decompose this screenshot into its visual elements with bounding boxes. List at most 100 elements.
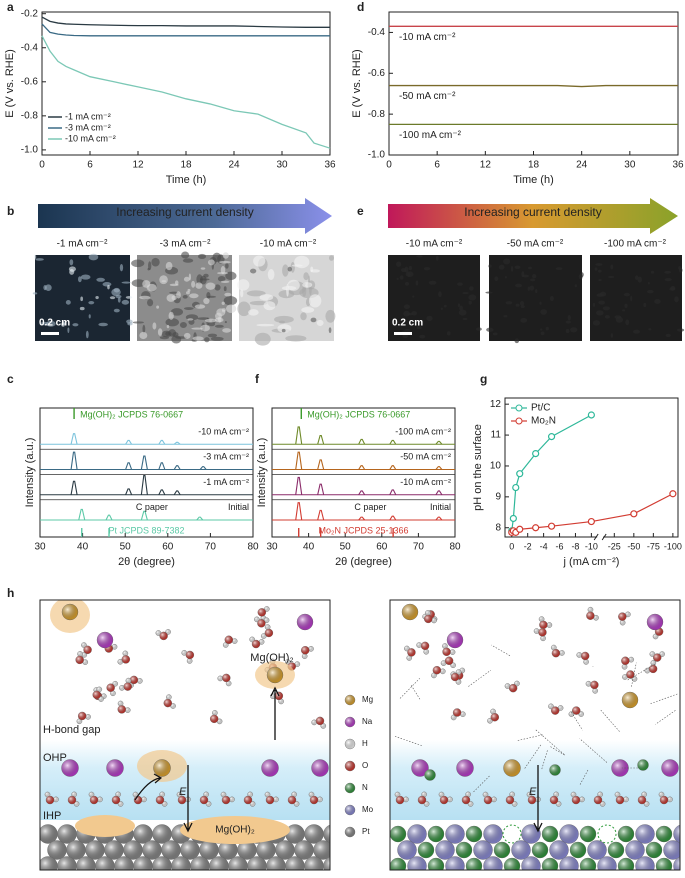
condition-label: -1 mA cm⁻²: [57, 239, 109, 250]
atom-shade: [95, 856, 115, 870]
atom-shade: [428, 858, 444, 870]
atom-shade: [203, 791, 209, 798]
photo-texture: [77, 276, 82, 283]
atom-shade: [320, 723, 326, 729]
photo-texture: [416, 326, 422, 330]
photo-texture: [604, 315, 610, 319]
photo-texture: [486, 327, 494, 332]
trace-label: Initial: [228, 502, 249, 512]
atom-shade: [170, 703, 176, 709]
photo-texture: [65, 300, 71, 305]
atom-shade: [85, 714, 91, 720]
photo-texture: [61, 322, 66, 327]
photo-texture: [565, 328, 570, 334]
data-line: [41, 16, 330, 28]
atom-shade: [638, 796, 646, 804]
x-axis-title: 2θ (degree): [118, 556, 175, 568]
photo-texture: [166, 324, 170, 329]
reference-label: Mg(OH)₂ JCPDS 76-0667: [307, 409, 410, 419]
atom-shade: [261, 633, 267, 639]
legend-label: Mg: [362, 695, 373, 704]
x-axis-title: Time (h): [513, 174, 554, 186]
photo-texture: [462, 291, 469, 295]
legend-label: -3 mA cm⁻²: [65, 122, 111, 132]
atom-shade: [285, 824, 305, 844]
x-tick-label: 30: [624, 160, 636, 171]
photo-texture: [200, 267, 206, 270]
mg-oh2-deposit: [75, 815, 135, 837]
atom-shade: [418, 796, 426, 804]
atom-shade: [504, 858, 520, 870]
atom-shade: [483, 856, 503, 870]
atom-shade: [256, 840, 276, 860]
photo-texture: [443, 304, 447, 308]
photo-texture: [520, 305, 525, 309]
photo-texture: [503, 314, 508, 318]
photo-texture: [634, 275, 639, 280]
trace-label: -3 mA cm⁻²: [203, 452, 249, 462]
photo-texture: [203, 297, 210, 305]
photo-texture: [316, 319, 324, 327]
atom-shade: [667, 796, 673, 803]
atom-shade: [304, 856, 324, 870]
atom-shade: [661, 759, 679, 777]
atom-shade: [244, 796, 252, 804]
photo-texture: [179, 322, 187, 328]
peak: [389, 515, 397, 521]
arrow-text: Increasing current density: [116, 205, 253, 219]
trace-label: -1 mA cm⁻²: [203, 477, 249, 487]
photo-texture: [403, 310, 410, 317]
atom-shade: [546, 622, 552, 628]
photo-texture: [287, 266, 292, 272]
photo-texture: [303, 272, 309, 281]
photo-texture: [207, 333, 218, 338]
data-line: [511, 414, 592, 531]
x-tick-label: 40: [77, 542, 89, 553]
atom-shade: [637, 759, 649, 771]
atom-shade: [656, 858, 672, 870]
atom-shade: [451, 672, 460, 681]
legend-label: O: [362, 761, 368, 770]
atom-shade: [551, 644, 557, 651]
atom-shade: [438, 791, 445, 798]
photo-texture: [113, 308, 120, 313]
vacancy: [502, 824, 522, 844]
atom-shade: [663, 840, 680, 860]
x-tick-label: 70: [413, 542, 425, 553]
photo-texture: [325, 309, 336, 323]
atom-shade: [112, 796, 120, 804]
atom-shade: [90, 796, 98, 804]
photo-texture: [253, 255, 266, 267]
photo-texture: [210, 336, 224, 341]
photo-texture: [88, 301, 95, 305]
photo-texture: [40, 321, 50, 326]
atom-shade: [597, 791, 603, 798]
photo-texture: [159, 275, 168, 285]
condition-label: -10 mA cm⁻²: [406, 239, 463, 250]
peak: [358, 516, 366, 521]
atom-shade: [97, 796, 103, 803]
photo-texture: [131, 259, 145, 268]
photo-texture: [399, 275, 404, 280]
photo-texture: [221, 301, 225, 305]
atom-shade: [490, 708, 496, 715]
x-tick-label: 80: [449, 542, 461, 553]
atom-shade: [559, 824, 579, 844]
atom-shade: [278, 698, 284, 705]
photo-texture: [545, 326, 549, 331]
photo-texture: [121, 281, 131, 284]
layer-label: IHP: [43, 810, 61, 822]
x-tick-label: 30: [276, 160, 288, 171]
atom-shade: [110, 690, 116, 696]
photo-texture: [643, 302, 647, 308]
atom-shade: [291, 791, 297, 798]
photo-texture: [278, 320, 286, 324]
reference-label: Pt JCPDS 89-7382: [108, 525, 184, 535]
photo-texture: [529, 278, 536, 282]
photo-texture: [224, 321, 227, 324]
atom-shade: [333, 841, 352, 860]
layer-label: OHP: [43, 752, 67, 764]
atom-shade: [646, 842, 662, 858]
atom-shade: [407, 824, 427, 844]
y-axis-title: Intensity (a.u.): [256, 438, 268, 508]
